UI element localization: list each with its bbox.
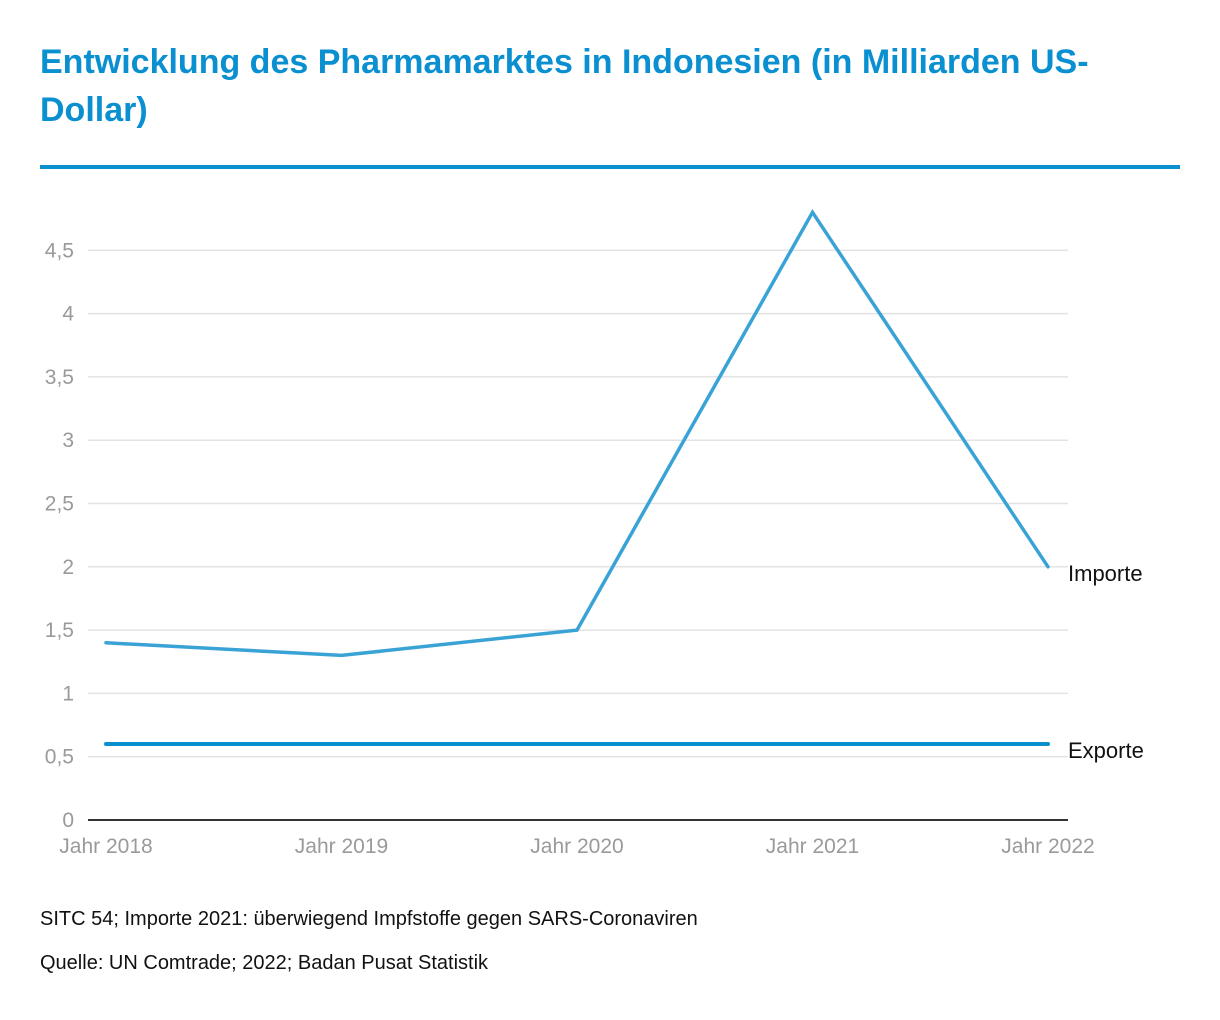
- x-tick-label: Jahr 2020: [530, 835, 623, 858]
- chart-title: Entwicklung des Pharmamarktes in Indones…: [40, 43, 1089, 129]
- y-tick-label: 1: [62, 682, 74, 705]
- y-tick-label: 2,5: [45, 493, 74, 516]
- x-tick-label: Jahr 2021: [766, 835, 859, 858]
- chart-source: Quelle: UN Comtrade; 2022; Badan Pusat S…: [40, 952, 489, 974]
- series-lines: [104, 208, 1050, 747]
- x-tick-label: Jahr 2018: [59, 835, 152, 858]
- gridlines: [88, 249, 1068, 758]
- title-divider: [40, 165, 1180, 169]
- series-label-importe: Importe: [1068, 561, 1143, 586]
- chart-note: SITC 54; Importe 2021: überwiegend Impfs…: [40, 908, 698, 930]
- series-labels: Importe Exporte: [1068, 561, 1144, 763]
- y-tick-label: 3: [62, 429, 74, 452]
- y-tick-label: 1,5: [45, 619, 74, 642]
- x-tick-label: Jahr 2022: [1001, 835, 1094, 858]
- y-tick-label: 0: [62, 809, 74, 832]
- y-tick-label: 0,5: [45, 746, 74, 769]
- y-tick-label: 2: [62, 556, 74, 579]
- y-axis-tick-labels: 0 0,5 1 1,5 2 2,5 3 3,5 4 4,5: [45, 239, 75, 832]
- series-label-exporte: Exporte: [1068, 738, 1144, 763]
- y-tick-label: 3,5: [45, 366, 74, 389]
- line-chart: 00,511,522,533,544,5 Jahr 2018 Jahr 2019 J…: [45, 208, 1144, 858]
- x-tick-label: Jahr 2019: [295, 835, 388, 858]
- y-tick-label: 4: [62, 303, 74, 326]
- y-tick-label: 4,5: [45, 239, 74, 262]
- series-line-importe: [104, 208, 1050, 658]
- x-axis-tick-labels: Jahr 2018 Jahr 2019 Jahr 2020 Jahr 2021 Jahr…: [59, 835, 1094, 858]
